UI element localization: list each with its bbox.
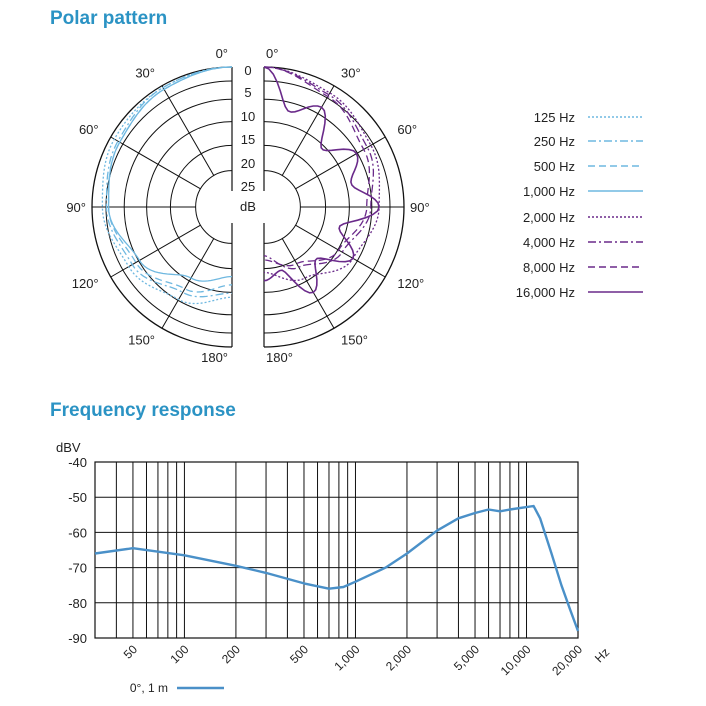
frequency-xtick-label: 20,000	[549, 642, 585, 678]
polar-curve-16000hz	[263, 66, 380, 294]
polar-angle-label: 30°	[341, 66, 361, 81]
polar-angle-label: 120°	[72, 276, 99, 291]
polar-angle-label: 120°	[397, 276, 424, 291]
polar-ring	[195, 170, 233, 244]
frequency-series-line	[94, 504, 580, 632]
polar-legend-label: 250 Hz	[534, 134, 575, 149]
frequency-ylabel: dBV	[56, 440, 81, 455]
frequency-xtick-label: 1,000	[331, 642, 362, 673]
polar-legend-label: 16,000 Hz	[516, 285, 575, 300]
frequency-xtick-label: 50	[121, 642, 141, 662]
polar-angle-label: 0°	[266, 46, 278, 61]
polar-legend-label: 2,000 Hz	[523, 210, 575, 225]
polar-angle-label: 30°	[135, 66, 155, 81]
frequency-frame	[94, 461, 579, 639]
polar-legend: 125 Hz 250 Hz 500 Hz 1,000 Hz 2,000 Hz 4,000 …	[516, 110, 643, 300]
polar-ring-label: 20	[241, 156, 255, 171]
polar-ring	[263, 170, 301, 244]
frequency-ytick-label: -70	[68, 561, 87, 576]
polar-curve-8000hz	[263, 66, 371, 267]
frequency-grid	[94, 461, 579, 639]
polar-angle-label: 90°	[410, 200, 430, 215]
polar-spoke	[161, 238, 215, 329]
frequency-ytick-label: -80	[68, 596, 87, 611]
polar-ring-label: 0	[244, 63, 251, 78]
polar-spoke	[110, 224, 201, 278]
polar-ring-label: 15	[241, 132, 255, 147]
polar-db-label: dB	[240, 199, 256, 214]
polar-curve-4000hz	[263, 66, 375, 270]
polar-center-mask	[264, 191, 268, 223]
frequency-labels: dBV-40 -50 -60 -70 -80 -90 50 100 200 500 1,000 2,0…	[56, 440, 612, 678]
polar-center-mask	[228, 191, 232, 223]
polar-angle-label: 60°	[397, 122, 417, 137]
frequency-ytick-label: -40	[68, 455, 87, 470]
polar-angle-label: 150°	[341, 332, 368, 347]
polar-legend-label: 8,000 Hz	[523, 260, 575, 275]
frequency-ytick-label: -60	[68, 525, 87, 540]
polar-angle-label: 0°	[216, 46, 228, 61]
polar-angle-label: 150°	[128, 332, 155, 347]
polar-labels: 0 5 10 15 20 25 dB 0° 0° 30° 30° 60° 60° 90° 90° 120° 12…	[66, 46, 429, 365]
polar-ring-label: 5	[244, 85, 251, 100]
polar-legend-label: 1,000 Hz	[523, 184, 575, 199]
polar-legend-label: 500 Hz	[534, 159, 575, 174]
frequency-xtick-label: 500	[287, 642, 311, 666]
frequency-response-title: Frequency response	[50, 400, 236, 421]
frequency-ytick-label: -90	[68, 631, 87, 646]
frequency-xtick-label: 5,000	[451, 642, 482, 673]
polar-curve-1000hz	[107, 66, 233, 282]
polar-angle-label: 90°	[66, 200, 86, 215]
polar-spoke	[295, 224, 386, 278]
frequency-xtick-label: 10,000	[498, 642, 534, 678]
frequency-curve	[94, 504, 580, 632]
frequency-legend-label: 0°, 1 m	[130, 681, 168, 695]
polar-curve-125hz	[101, 66, 233, 305]
polar-curves	[101, 66, 381, 305]
frequency-ytick-label: -50	[68, 490, 87, 505]
frequency-legend: 0°, 1 m	[130, 681, 224, 695]
frequency-xunit-label: Hz	[592, 645, 612, 665]
polar-ring-label: 25	[241, 179, 255, 194]
frequency-xtick-label: 200	[219, 642, 243, 666]
polar-ring-label: 10	[241, 109, 255, 124]
polar-spoke	[161, 85, 215, 176]
polar-spoke	[110, 136, 201, 190]
polar-legend-label: 4,000 Hz	[523, 235, 575, 250]
polar-grid	[91, 66, 405, 348]
frequency-xtick-label: 100	[167, 642, 191, 666]
polar-legend-label: 125 Hz	[534, 110, 575, 125]
polar-spoke	[281, 238, 335, 329]
polar-spoke	[281, 85, 335, 176]
polar-angle-label: 60°	[79, 122, 99, 137]
polar-chart: 0 5 10 15 20 25 dB 0° 0° 30° 30° 60° 60° 90° 90° 120° 12…	[66, 46, 643, 365]
polar-spoke	[295, 136, 386, 190]
polar-pattern-title: Polar pattern	[50, 8, 168, 29]
polar-curve-250hz	[105, 66, 233, 298]
polar-angle-label: 180°	[201, 350, 228, 365]
frequency-xtick-label: 2,000	[383, 642, 414, 673]
polar-angle-label: 180°	[266, 350, 293, 365]
